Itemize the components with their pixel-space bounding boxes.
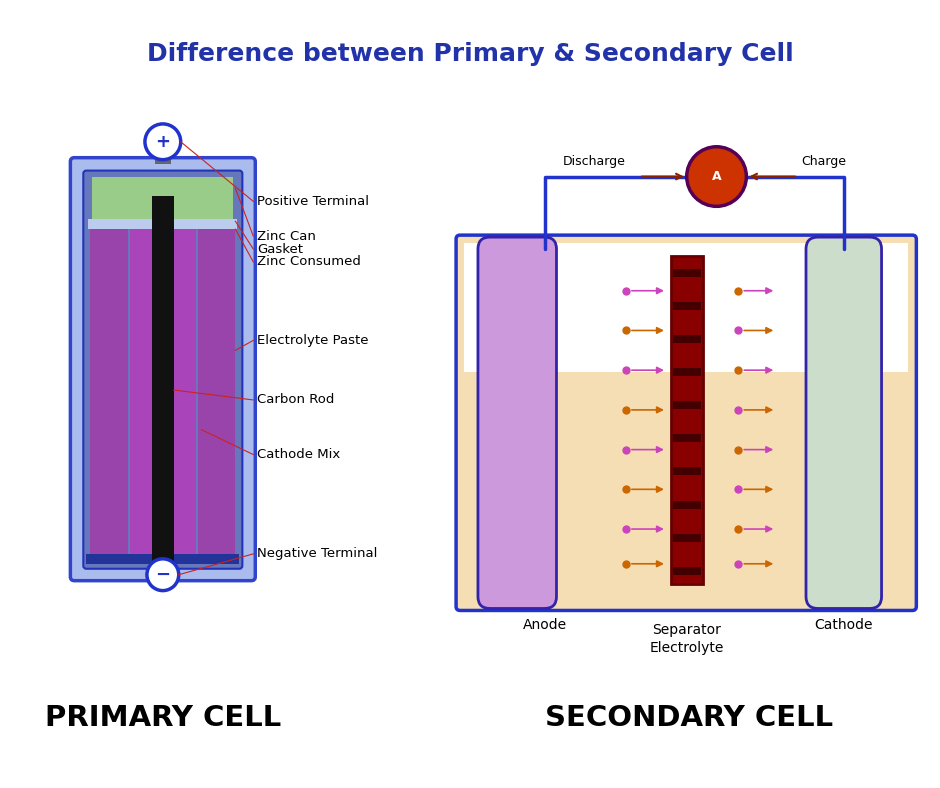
Text: Zinc Can: Zinc Can [258, 229, 316, 243]
Bar [197, 229, 235, 555]
Bar [92, 177, 233, 221]
FancyBboxPatch shape [478, 237, 556, 608]
Text: Carbon Rod: Carbon Rod [258, 393, 335, 407]
Bar [673, 500, 700, 508]
Text: Cathode Mix: Cathode Mix [258, 448, 340, 461]
Text: Charge: Charge [802, 155, 846, 168]
Bar [174, 229, 196, 555]
Bar [673, 269, 700, 277]
Bar [86, 554, 240, 563]
FancyBboxPatch shape [806, 237, 882, 608]
FancyBboxPatch shape [456, 235, 916, 611]
Text: SECONDARY CELL: SECONDARY CELL [544, 704, 833, 732]
Bar [671, 256, 702, 584]
Text: Positive Terminal: Positive Terminal [258, 195, 369, 208]
Text: Electrolyte Paste: Electrolyte Paste [258, 334, 368, 347]
Text: PRIMARY CELL: PRIMARY CELL [45, 704, 281, 732]
Text: Zinc Consumed: Zinc Consumed [258, 255, 361, 269]
FancyBboxPatch shape [84, 170, 243, 569]
Circle shape [687, 147, 746, 206]
Bar [130, 229, 196, 555]
Bar [673, 567, 700, 574]
Bar [673, 302, 700, 310]
Bar [464, 372, 908, 603]
Circle shape [145, 124, 180, 160]
Text: Separator
Electrolyte: Separator Electrolyte [650, 623, 724, 655]
Circle shape [147, 559, 179, 590]
Bar [673, 401, 700, 409]
Bar [88, 219, 238, 229]
Text: −: − [155, 566, 170, 584]
Bar [464, 243, 908, 372]
Bar [90, 229, 128, 555]
Text: Discharge: Discharge [563, 155, 626, 168]
Bar [673, 335, 700, 343]
Text: A: A [712, 170, 721, 183]
Bar [673, 434, 700, 442]
Text: Negative Terminal: Negative Terminal [258, 548, 378, 560]
Bar [673, 368, 700, 376]
Bar [130, 229, 152, 555]
Text: Cathode: Cathode [815, 619, 873, 633]
Bar [155, 150, 171, 164]
Bar [152, 196, 174, 561]
Text: Gasket: Gasket [258, 243, 304, 255]
Text: +: + [155, 133, 170, 151]
Text: Anode: Anode [523, 619, 567, 633]
Bar [673, 467, 700, 475]
FancyBboxPatch shape [70, 158, 256, 581]
Bar [673, 533, 700, 541]
Text: Difference between Primary & Secondary Cell: Difference between Primary & Secondary C… [147, 43, 793, 66]
